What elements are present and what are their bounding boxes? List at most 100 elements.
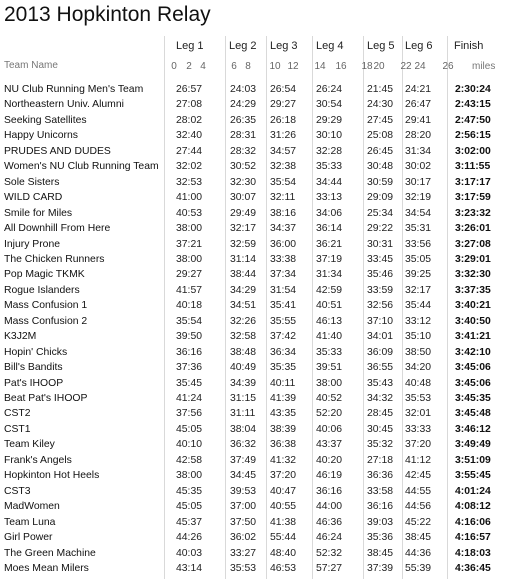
- divider-finish: [447, 36, 448, 579]
- leg-1-time: 39:50: [176, 331, 203, 343]
- leg-6-time: 44:56: [405, 501, 432, 513]
- team-name: WILD CARD: [4, 192, 63, 204]
- finish-time: 3:45:35: [455, 393, 491, 404]
- axis-tick-18: 18: [361, 61, 373, 72]
- finish-time: 2:56:15: [455, 130, 491, 142]
- leg-4-time: 29:29: [316, 114, 343, 126]
- leg-1-time: 32:40: [176, 130, 203, 142]
- finish-time: 4:16:06: [455, 516, 491, 528]
- leg-1-time: 37:21: [176, 238, 203, 250]
- leg-6-time: 41:12: [405, 454, 432, 466]
- leg-2-time: 36:32: [230, 439, 257, 451]
- leg-5-time: 38:45: [367, 547, 394, 559]
- finish-time: 2:43:15: [455, 99, 491, 111]
- team-name: Injury Prone: [4, 238, 61, 250]
- leg-3-time: 35:54: [270, 176, 297, 188]
- team-name-header: Team Name: [4, 60, 58, 71]
- leg-4-time: 33:13: [316, 192, 343, 204]
- table-row: Team Kiley 40:10 36:32 36:38 43:37 35:32 37:20…: [0, 437, 506, 453]
- leg-5-time: 34:01: [367, 331, 394, 343]
- leg-2-time: 38:44: [230, 269, 257, 281]
- leg-1-time: 35:54: [176, 315, 203, 327]
- table-row: Pop Magic TKMK 29:27 38:44 37:34 31:34 35:46 3…: [0, 267, 506, 283]
- leg-5-time: 36:36: [367, 470, 394, 482]
- leg-4-time: 46:13: [316, 315, 343, 327]
- leg-6-time: 42:45: [405, 470, 432, 482]
- leg-3-time: 32:38: [270, 161, 297, 173]
- leg-5-time: 27:18: [367, 454, 394, 466]
- team-name: Hopin' Chicks: [4, 346, 68, 358]
- axis-tick-26: 26: [442, 61, 454, 72]
- finish-time: 4:18:03: [455, 547, 491, 559]
- leg-header-2: Leg 2: [229, 40, 257, 52]
- table-row: All Downhill From Here 38:00 32:17 34:37 36:…: [0, 221, 506, 237]
- leg-5-time: 30:59: [367, 176, 394, 188]
- page-title: 2013 Hopkinton Relay: [4, 3, 211, 26]
- leg-2-time: 32:30: [230, 176, 257, 188]
- leg-6-time: 35:05: [405, 253, 432, 265]
- leg-5-time: 30:31: [367, 238, 394, 250]
- leg-3-time: 37:20: [270, 470, 297, 482]
- finish-time: 2:47:50: [455, 114, 491, 126]
- team-name: CST1: [4, 423, 31, 435]
- team-name: Mass Confusion 2: [4, 315, 88, 327]
- table-row: Mass Confusion 1 40:18 34:51 35:41 40:51 32:5…: [0, 298, 506, 314]
- finish-time: 3:32:30: [455, 269, 491, 281]
- divider-leg4: [312, 36, 313, 579]
- team-name: Northeastern Univ. Alumni: [4, 99, 124, 111]
- leg-4-time: 57:27: [316, 562, 343, 574]
- finish-time: 4:08:12: [455, 501, 491, 513]
- leg-1-time: 42:58: [176, 454, 203, 466]
- team-name: Rogue Islanders: [4, 284, 80, 296]
- leg-5-time: 35:43: [367, 377, 394, 389]
- leg-5-time: 33:45: [367, 253, 394, 265]
- leg-1-time: 36:16: [176, 346, 203, 358]
- leg-3-time: 38:39: [270, 423, 297, 435]
- leg-4-time: 30:10: [316, 130, 343, 142]
- leg-2-time: 31:11: [230, 408, 256, 420]
- leg-2-time: 35:53: [230, 562, 257, 574]
- leg-4-time: 46:36: [316, 516, 343, 528]
- leg-4-time: 40:51: [316, 300, 343, 312]
- finish-time: 3:02:00: [455, 145, 491, 157]
- axis-tick-6: 6: [231, 61, 237, 72]
- table-row: Northeastern Univ. Alumni 27:08 24:29 29:27…: [0, 97, 506, 113]
- leg-1-time: 40:03: [176, 547, 203, 559]
- team-name: The Chicken Runners: [4, 253, 105, 265]
- leg-5-time: 36:55: [367, 362, 394, 374]
- axis-tick-22: 22: [400, 61, 412, 72]
- table-row: Smile for Miles 40:53 29:49 38:16 34:06 25:34…: [0, 206, 506, 222]
- team-name: Bill's Bandits: [4, 362, 63, 374]
- leg-2-time: 29:49: [230, 207, 257, 219]
- leg-5-time: 35:32: [367, 439, 394, 451]
- leg-2-time: 36:02: [230, 532, 257, 544]
- finish-header: Finish: [454, 40, 484, 52]
- leg-3-time: 35:35: [270, 362, 297, 374]
- leg-2-time: 24:29: [230, 99, 257, 111]
- finish-time: 3:40:21: [455, 300, 491, 312]
- leg-6-time: 32:01: [405, 408, 432, 420]
- team-name: Happy Unicorns: [4, 130, 78, 142]
- leg-2-time: 30:52: [230, 161, 257, 173]
- leg-4-time: 43:37: [316, 439, 343, 451]
- leg-4-time: 41:40: [316, 331, 343, 343]
- leg-1-time: 45:35: [176, 485, 203, 497]
- leg-5-time: 26:45: [367, 145, 394, 157]
- divider-leg2: [225, 36, 226, 579]
- leg-6-time: 35:31: [405, 223, 432, 235]
- leg-6-time: 32:19: [405, 192, 432, 204]
- leg-1-time: 28:02: [176, 114, 203, 126]
- leg-3-time: 40:55: [270, 501, 297, 513]
- axis-unit-label: miles: [472, 61, 496, 72]
- leg-1-time: 32:02: [176, 161, 203, 173]
- leg-6-time: 40:48: [405, 377, 432, 389]
- leg-2-time: 39:53: [230, 485, 257, 497]
- leg-2-time: 40:49: [230, 362, 257, 374]
- leg-2-time: 24:03: [230, 84, 257, 95]
- table-row: Hopin' Chicks 36:16 38:48 36:34 35:33 36:09 38…: [0, 345, 506, 361]
- leg-6-time: 35:44: [405, 300, 432, 312]
- finish-time: 3:29:01: [455, 253, 491, 265]
- leg-3-time: 55:44: [270, 532, 297, 544]
- leg-6-time: 44:55: [405, 485, 432, 497]
- table-row: Team Luna 45:37 37:50 41:38 46:36 39:03 45:22 4…: [0, 515, 506, 531]
